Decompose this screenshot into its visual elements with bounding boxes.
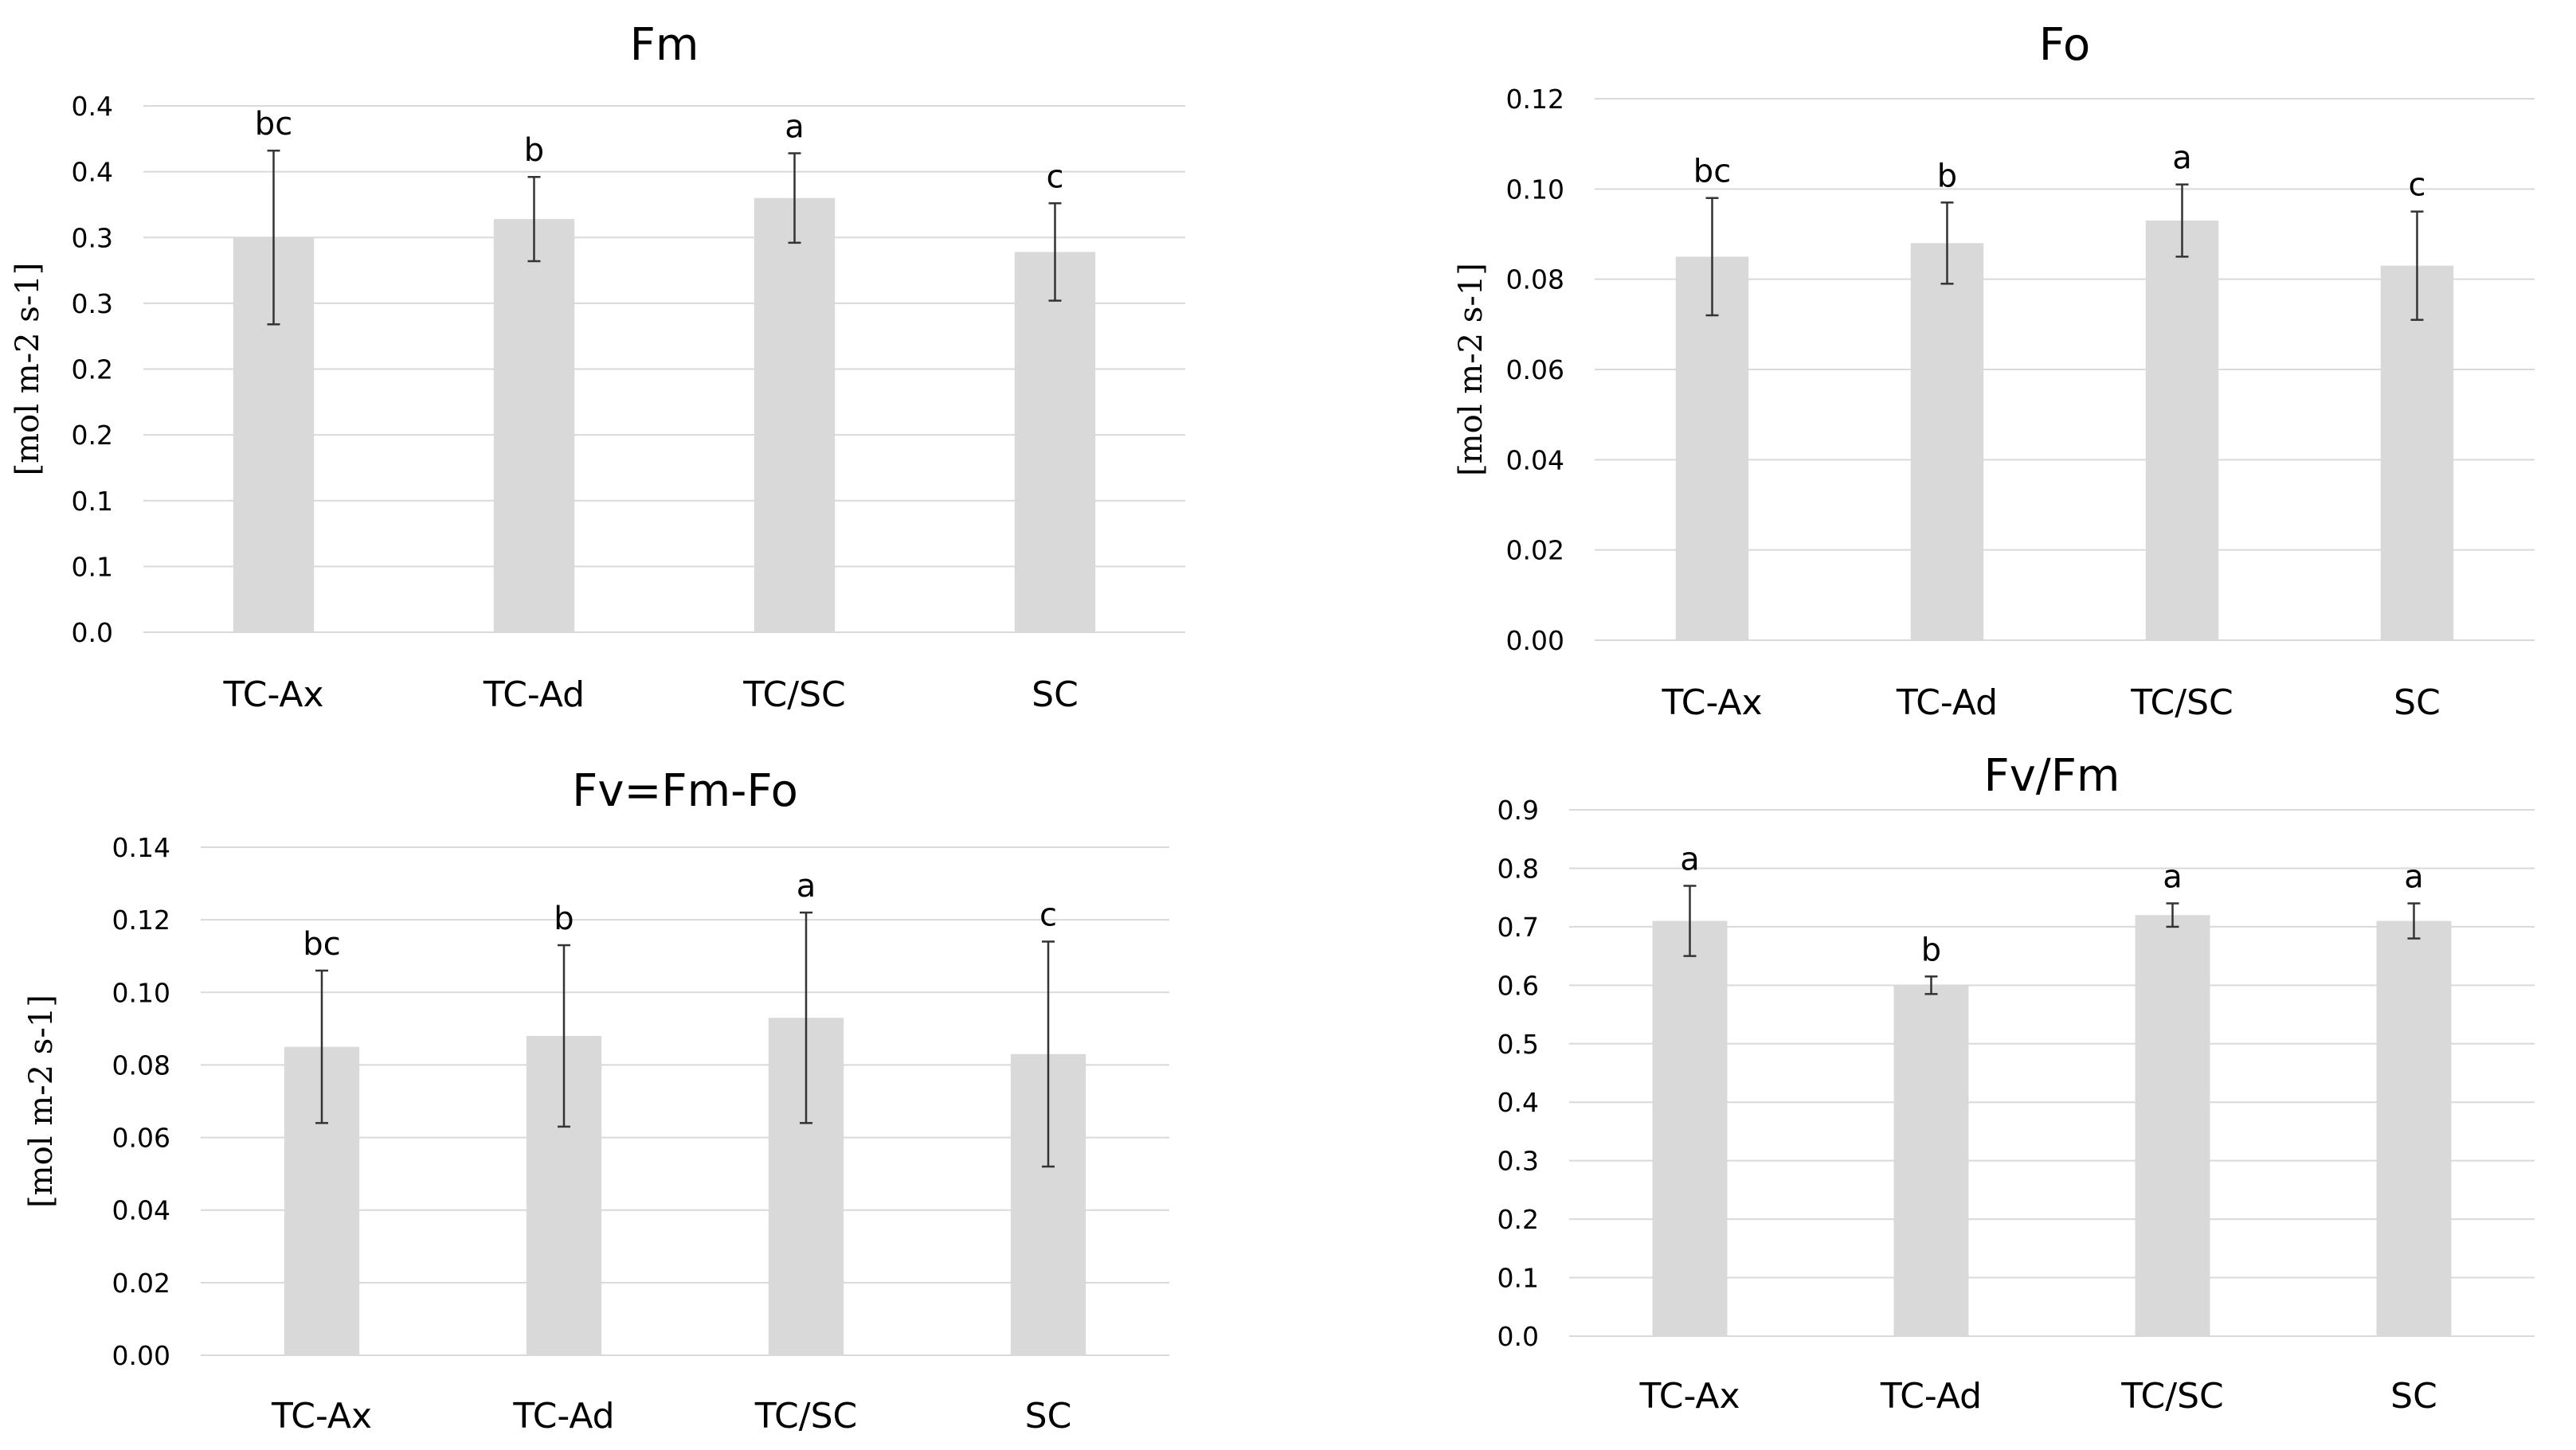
y-tick-label: 0.02 xyxy=(1506,535,1564,566)
significance-label: a xyxy=(797,868,816,905)
y-tick-label: 0.5 xyxy=(1497,1029,1539,1060)
bar-SC xyxy=(1014,252,1096,632)
x-tick-label: TC-Ax xyxy=(271,1396,372,1436)
x-tick-label: SC xyxy=(2394,682,2441,723)
y-tick-label: 0.06 xyxy=(112,1123,170,1154)
bar-TC-Ad xyxy=(1893,985,1969,1336)
x-tick-label: SC xyxy=(2390,1376,2437,1417)
y-tick-label: 0.08 xyxy=(112,1049,170,1081)
bar-TC/SC xyxy=(2145,221,2219,640)
y-tick-label: 0.10 xyxy=(112,977,170,1008)
x-tick-label: TC-Ad xyxy=(1880,1376,1982,1417)
y-tick-label: 0.04 xyxy=(112,1195,170,1226)
y-tick-label: 0.3 xyxy=(1497,1146,1539,1177)
y-tick-label: 0.2 xyxy=(1497,1204,1539,1235)
significance-label: bc xyxy=(303,926,340,963)
bar-TC-Ax xyxy=(1675,256,1749,640)
chart-title: Fv=Fm-Fo xyxy=(572,765,798,817)
x-tick-label: TC-Ad xyxy=(483,674,585,715)
y-axis-label: [mol m-2 s-1] xyxy=(10,263,46,476)
y-tick-label: 0.06 xyxy=(1506,354,1564,385)
significance-label: b xyxy=(524,132,544,169)
y-tick-label: 0.3 xyxy=(72,222,113,253)
x-tick-label: TC-Ad xyxy=(1896,682,1998,723)
y-tick-label: 0.02 xyxy=(112,1268,170,1299)
y-tick-label: 0.4 xyxy=(1497,1087,1539,1118)
x-tick-label: TC-Ax xyxy=(222,674,323,715)
y-tick-label: 0.0 xyxy=(1497,1321,1539,1352)
y-tick-label: 0.2 xyxy=(72,354,113,385)
chart-title: Fv/Fm xyxy=(1984,750,2120,802)
y-tick-label: 0.3 xyxy=(72,288,113,319)
y-axis-label: [mol m-2 s-1] xyxy=(23,995,60,1208)
significance-label: b xyxy=(554,901,574,937)
chart-title: Fo xyxy=(2039,19,2090,71)
significance-label: a xyxy=(2404,859,2424,896)
y-tick-label: 0.8 xyxy=(1497,853,1539,884)
chart-panel-3: 0.00 0.02 0.04 0.06 0.08 0.10 0.12 0.14 Fv=Fm-Fo… xyxy=(23,765,1169,1436)
x-tick-label: TC/SC xyxy=(754,1396,858,1436)
y-tick-label: 0.04 xyxy=(1506,444,1564,475)
significance-label: c xyxy=(1039,897,1057,933)
y-tick-label: 0.4 xyxy=(72,157,113,188)
y-tick-label: 0.10 xyxy=(1506,174,1564,205)
bar-TC-Ad xyxy=(1910,243,1984,640)
x-tick-label: TC-Ax xyxy=(1661,682,1762,723)
bar-SC xyxy=(2380,265,2454,640)
y-tick-label: 0.2 xyxy=(72,420,113,451)
x-tick-label: TC/SC xyxy=(2130,682,2233,723)
x-tick-label: TC-Ax xyxy=(1638,1376,1740,1417)
y-tick-label: 0.6 xyxy=(1497,970,1539,1001)
y-axis-label: [mol m-2 s-1] xyxy=(1453,263,1490,476)
bar-SC xyxy=(2376,920,2452,1336)
significance-label: a xyxy=(785,108,805,145)
significance-label: a xyxy=(2172,140,2192,177)
y-tick-label: 0.9 xyxy=(1497,795,1539,826)
significance-label: c xyxy=(2409,167,2426,204)
y-tick-label: 0.1 xyxy=(1497,1263,1539,1294)
y-tick-label: 0.12 xyxy=(1506,84,1564,115)
y-tick-label: 0.12 xyxy=(112,905,170,936)
significance-label: a xyxy=(2163,859,2183,896)
x-tick-label: TC-Ad xyxy=(512,1396,614,1436)
y-tick-label: 0.08 xyxy=(1506,264,1564,295)
x-tick-label: SC xyxy=(1025,1396,1072,1436)
bar-TC/SC xyxy=(754,197,836,633)
significance-label: c xyxy=(1047,158,1064,195)
y-tick-label: 0.7 xyxy=(1497,912,1539,943)
x-tick-label: TC/SC xyxy=(2120,1376,2224,1417)
y-tick-label: 0.1 xyxy=(72,551,113,582)
significance-label: bc xyxy=(255,106,292,143)
significance-label: bc xyxy=(1693,154,1731,190)
significance-label: b xyxy=(1921,932,1941,968)
bar-TC/SC xyxy=(2135,915,2210,1336)
chart-title: Fm xyxy=(630,19,699,71)
bar-TC-Ad xyxy=(493,219,575,632)
y-tick-label: 0.1 xyxy=(72,486,113,517)
y-tick-label: 0.00 xyxy=(1506,625,1564,656)
x-tick-label: TC/SC xyxy=(742,674,846,715)
chart-panel-2: 0.00 0.02 0.04 0.06 0.08 0.10 0.12 Fo [mol m-2 s… xyxy=(1453,19,2535,723)
bar-TC-Ax xyxy=(1652,920,1728,1336)
significance-label: a xyxy=(1680,841,1700,877)
chart-panel-1: 0.0 0.1 0.1 0.2 0.2 0.3 0.3 0.4 0.4 Fm [mol m-2 s-… xyxy=(10,19,1185,715)
y-tick-label: 0.14 xyxy=(112,832,170,863)
x-tick-label: SC xyxy=(1032,674,1079,715)
significance-label: b xyxy=(1937,158,1957,194)
y-tick-label: 0.4 xyxy=(72,91,113,122)
y-tick-label: 0.0 xyxy=(72,617,113,648)
y-tick-label: 0.00 xyxy=(112,1340,170,1371)
chart-panel-4: 0.0 0.1 0.2 0.3 0.4 0.5 0.6 0.7 0.8 0.9 Fv/Fm a TC-A… xyxy=(1497,750,2535,1417)
